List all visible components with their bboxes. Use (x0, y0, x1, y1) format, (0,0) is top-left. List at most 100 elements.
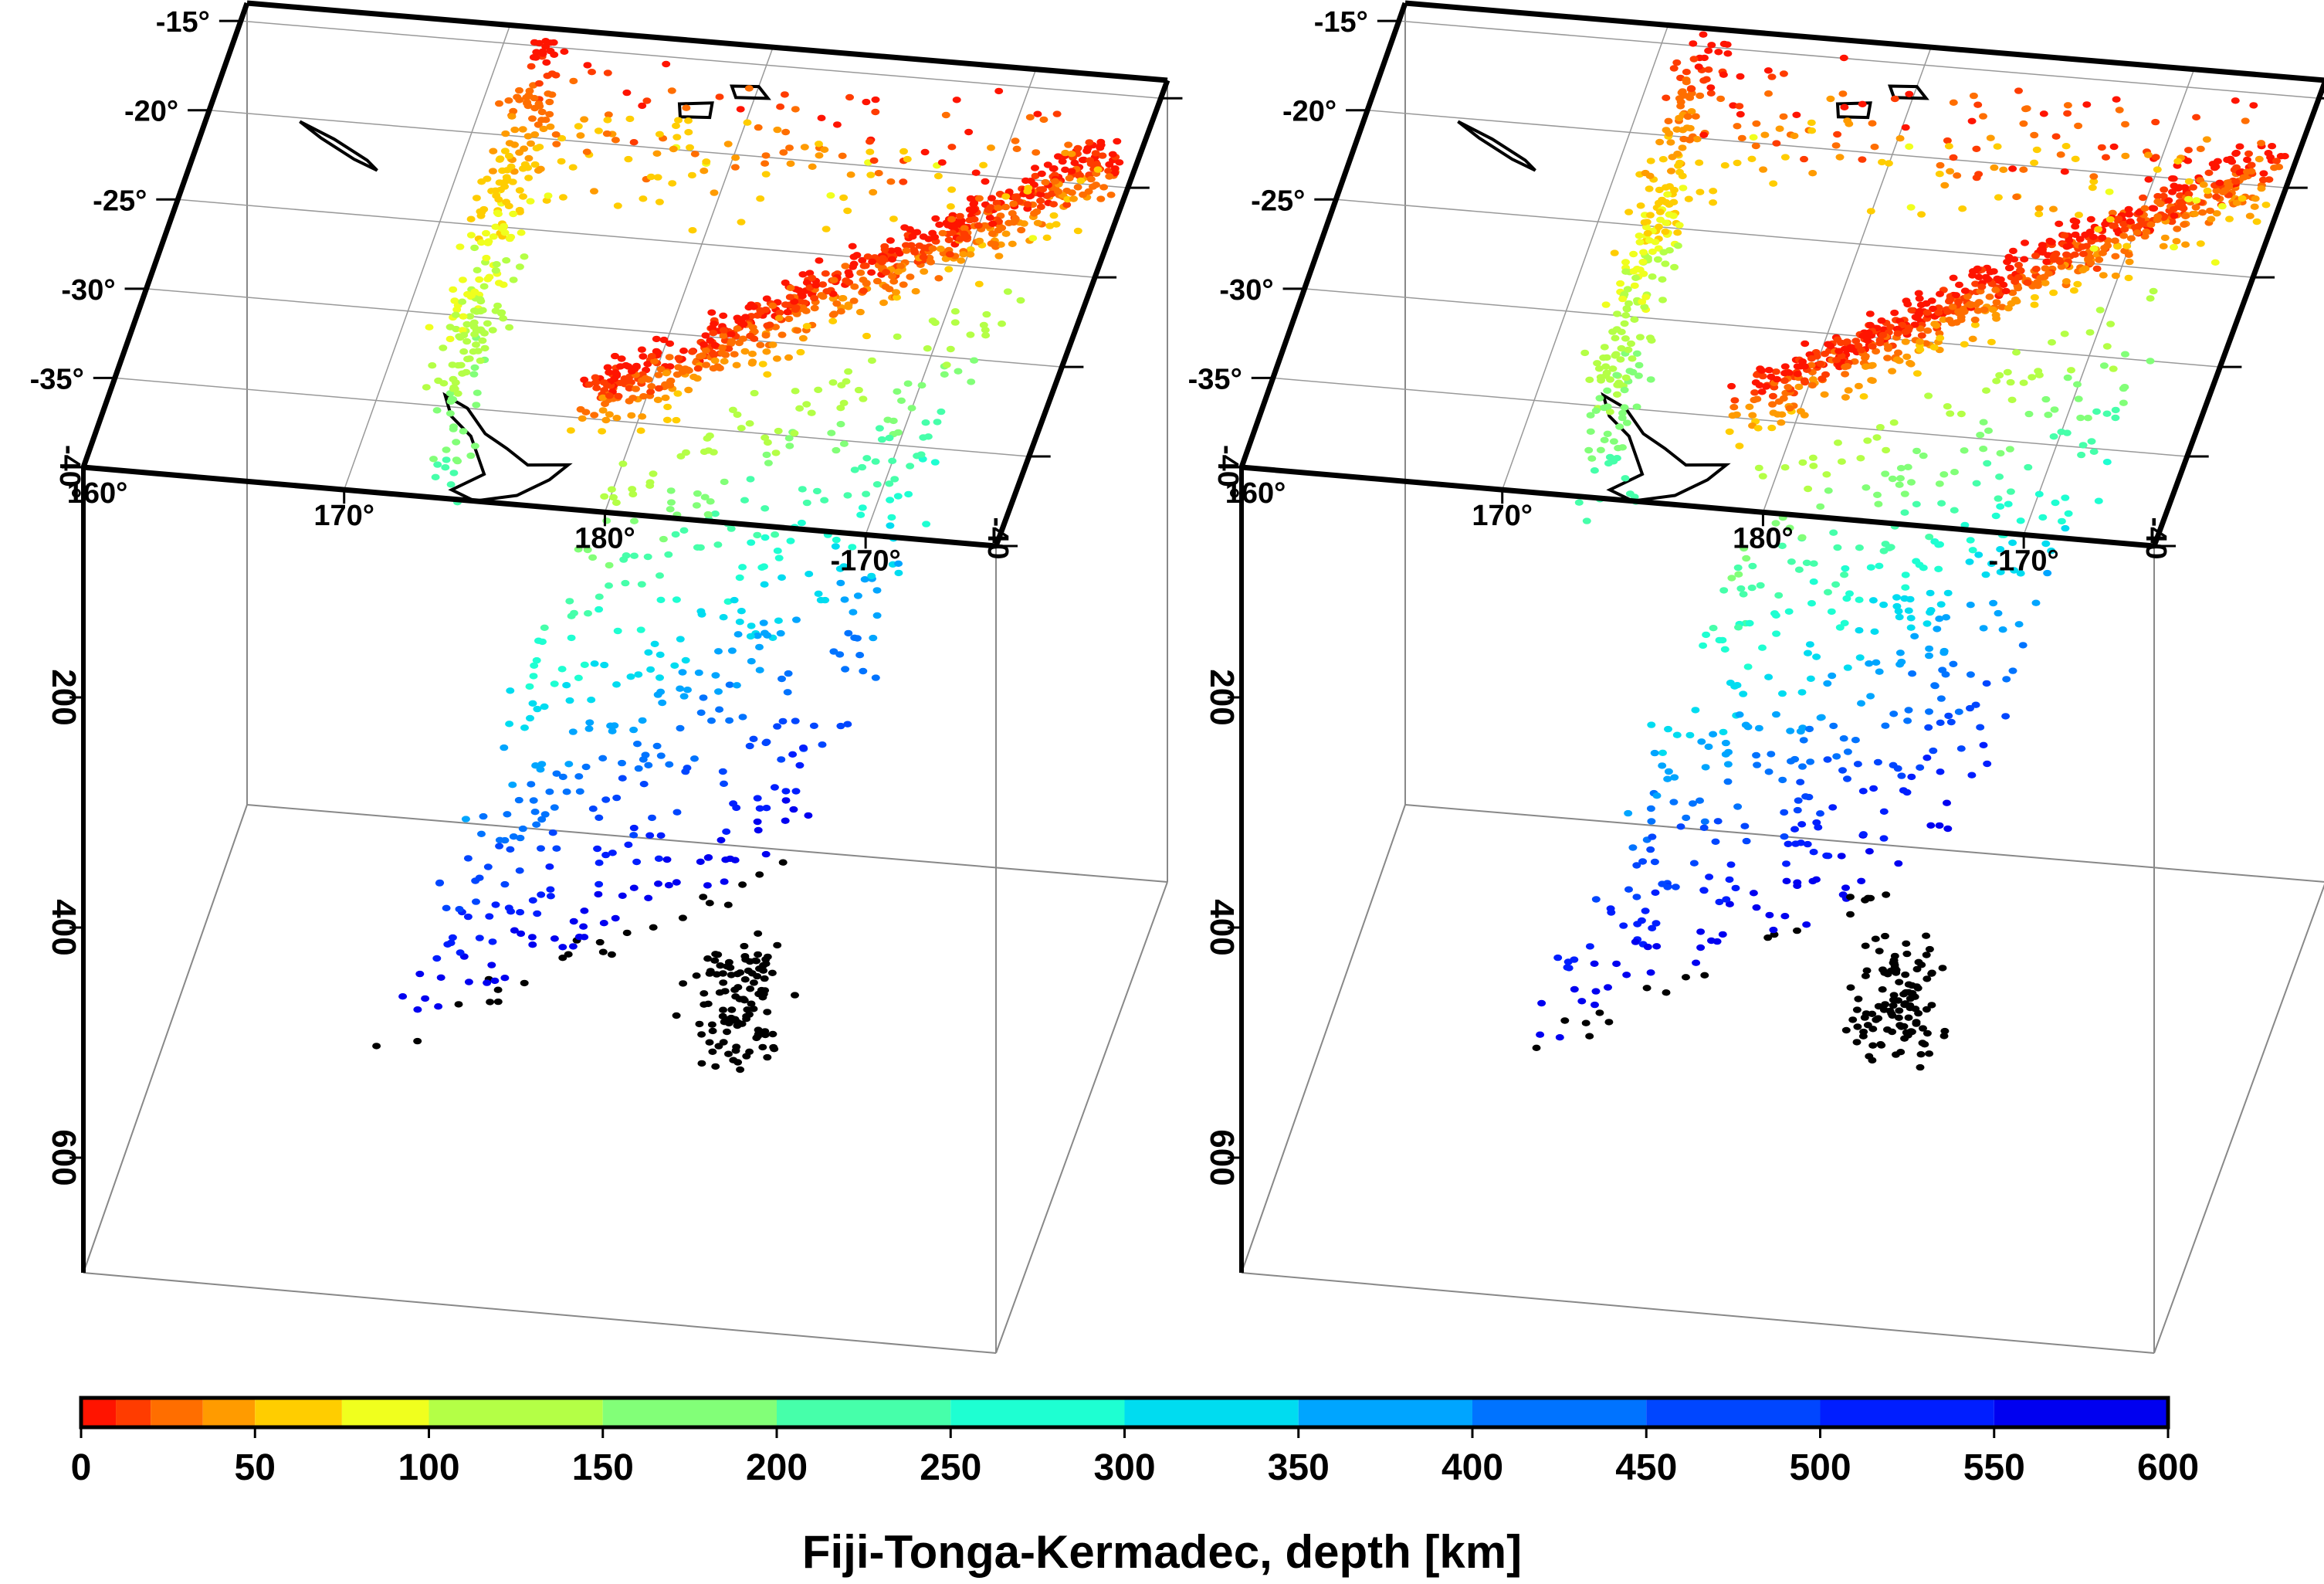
earthquake-point (398, 993, 408, 1000)
earthquake-point (1620, 320, 1629, 327)
earthquake-point (473, 389, 482, 396)
earthquake-point (966, 331, 975, 338)
earthquake-point (746, 985, 755, 992)
earthquake-point (796, 348, 805, 356)
earthquake-point (1988, 306, 1997, 314)
earthquake-point (1650, 858, 1659, 866)
new-caledonia-coastline (299, 120, 378, 172)
earthquake-point (580, 907, 589, 914)
earthquake-point (1560, 1017, 1570, 1024)
earthquake-point (773, 126, 782, 134)
earthquake-point (458, 298, 467, 305)
earthquake-point (1646, 969, 1655, 976)
earthquake-point (1061, 149, 1070, 157)
earthquake-point (768, 302, 777, 310)
earthquake-point (854, 386, 863, 394)
earthquake-point (2102, 410, 2112, 417)
earthquake-point (590, 660, 599, 667)
earthquake-point (1838, 90, 1848, 97)
depth-tick-label: 200 (45, 669, 83, 725)
earthquake-point (941, 111, 950, 119)
earthquake-point (475, 874, 484, 881)
earthquake-point (919, 253, 928, 261)
earthquake-point (1753, 761, 1762, 768)
earthquake-point (475, 276, 484, 283)
colorbar-segment (950, 1398, 1125, 1427)
earthquake-point (1888, 475, 1897, 483)
earthquake-point (1702, 631, 1711, 639)
earthquake-point (1809, 463, 1818, 470)
earthquake-point (755, 643, 764, 651)
earthquake-point (757, 986, 766, 994)
earthquake-point (1584, 446, 1594, 454)
earthquake-point (724, 1050, 733, 1057)
earthquake-point (1775, 125, 1784, 132)
earthquake-point (1807, 119, 1816, 127)
earthquake-point (1621, 475, 1630, 482)
earthquake-point (482, 254, 491, 262)
earthquake-point (754, 124, 763, 131)
lat-tick-label: -40° (1211, 445, 1244, 499)
earthquake-point (1673, 243, 1682, 249)
earthquake-point (786, 538, 795, 544)
earthquake-point (1879, 601, 1889, 609)
earthquake-point (466, 313, 475, 320)
earthquake-point (893, 246, 902, 254)
earthquake-point (1996, 546, 2005, 553)
earthquake-point (592, 385, 601, 392)
earthquake-point (1676, 103, 1685, 110)
earthquake-point (2102, 154, 2110, 161)
earthquake-point (940, 371, 949, 378)
earthquake-point (493, 209, 502, 216)
earthquake-point (2130, 224, 2139, 231)
earthquake-point (514, 796, 523, 804)
earthquake-point (744, 85, 754, 92)
earthquake-point (746, 332, 755, 340)
earthquake-point (768, 341, 777, 348)
earthquake-point (1553, 954, 1563, 962)
earthquake-point (729, 1057, 738, 1063)
earthquake-point (565, 697, 574, 704)
earthquake-point (674, 354, 683, 361)
earthquake-point (676, 685, 685, 692)
earthquake-point (1804, 650, 1812, 656)
earthquake-point (1621, 259, 1630, 266)
earthquake-point (713, 541, 723, 548)
top-right-axis-edge (2151, 79, 2324, 548)
meridian-gridline (1762, 46, 1932, 513)
earthquake-point (1861, 942, 1870, 949)
earthquake-point (1787, 558, 1796, 565)
earthquake-point (1900, 490, 1909, 497)
earthquake-point (1691, 113, 1700, 120)
earthquake-point (545, 110, 554, 118)
earthquake-point (832, 300, 842, 307)
earthquake-point (1837, 853, 1846, 860)
earthquake-point (608, 850, 617, 856)
earthquake-point (1790, 755, 1800, 763)
earthquake-point (2212, 210, 2221, 217)
earthquake-point (454, 1001, 463, 1008)
earthquake-point (1968, 335, 1977, 342)
earthquake-point (902, 242, 910, 249)
earthquake-point (899, 281, 908, 288)
earthquake-point (1062, 201, 1072, 209)
earthquake-point (778, 717, 788, 725)
earthquake-point (2225, 215, 2234, 222)
earthquake-point (836, 579, 845, 587)
earthquake-point (2176, 198, 2185, 205)
earthquake-point (1645, 237, 1654, 244)
earthquake-point (565, 598, 574, 605)
earthquake-point (1816, 810, 1824, 817)
earthquake-point (736, 1066, 745, 1074)
earthquake-point (800, 144, 809, 151)
earthquake-point (747, 658, 756, 665)
earthquake-point (1086, 157, 1095, 164)
earthquake-point (720, 358, 729, 365)
earthquake-point (672, 134, 682, 141)
earthquake-point (761, 739, 771, 747)
earthquake-point (611, 369, 620, 376)
earthquake-point (1614, 379, 1624, 386)
earthquake-point (1600, 436, 1609, 443)
earthquake-point (1609, 438, 1618, 445)
earthquake-point (1839, 735, 1848, 742)
